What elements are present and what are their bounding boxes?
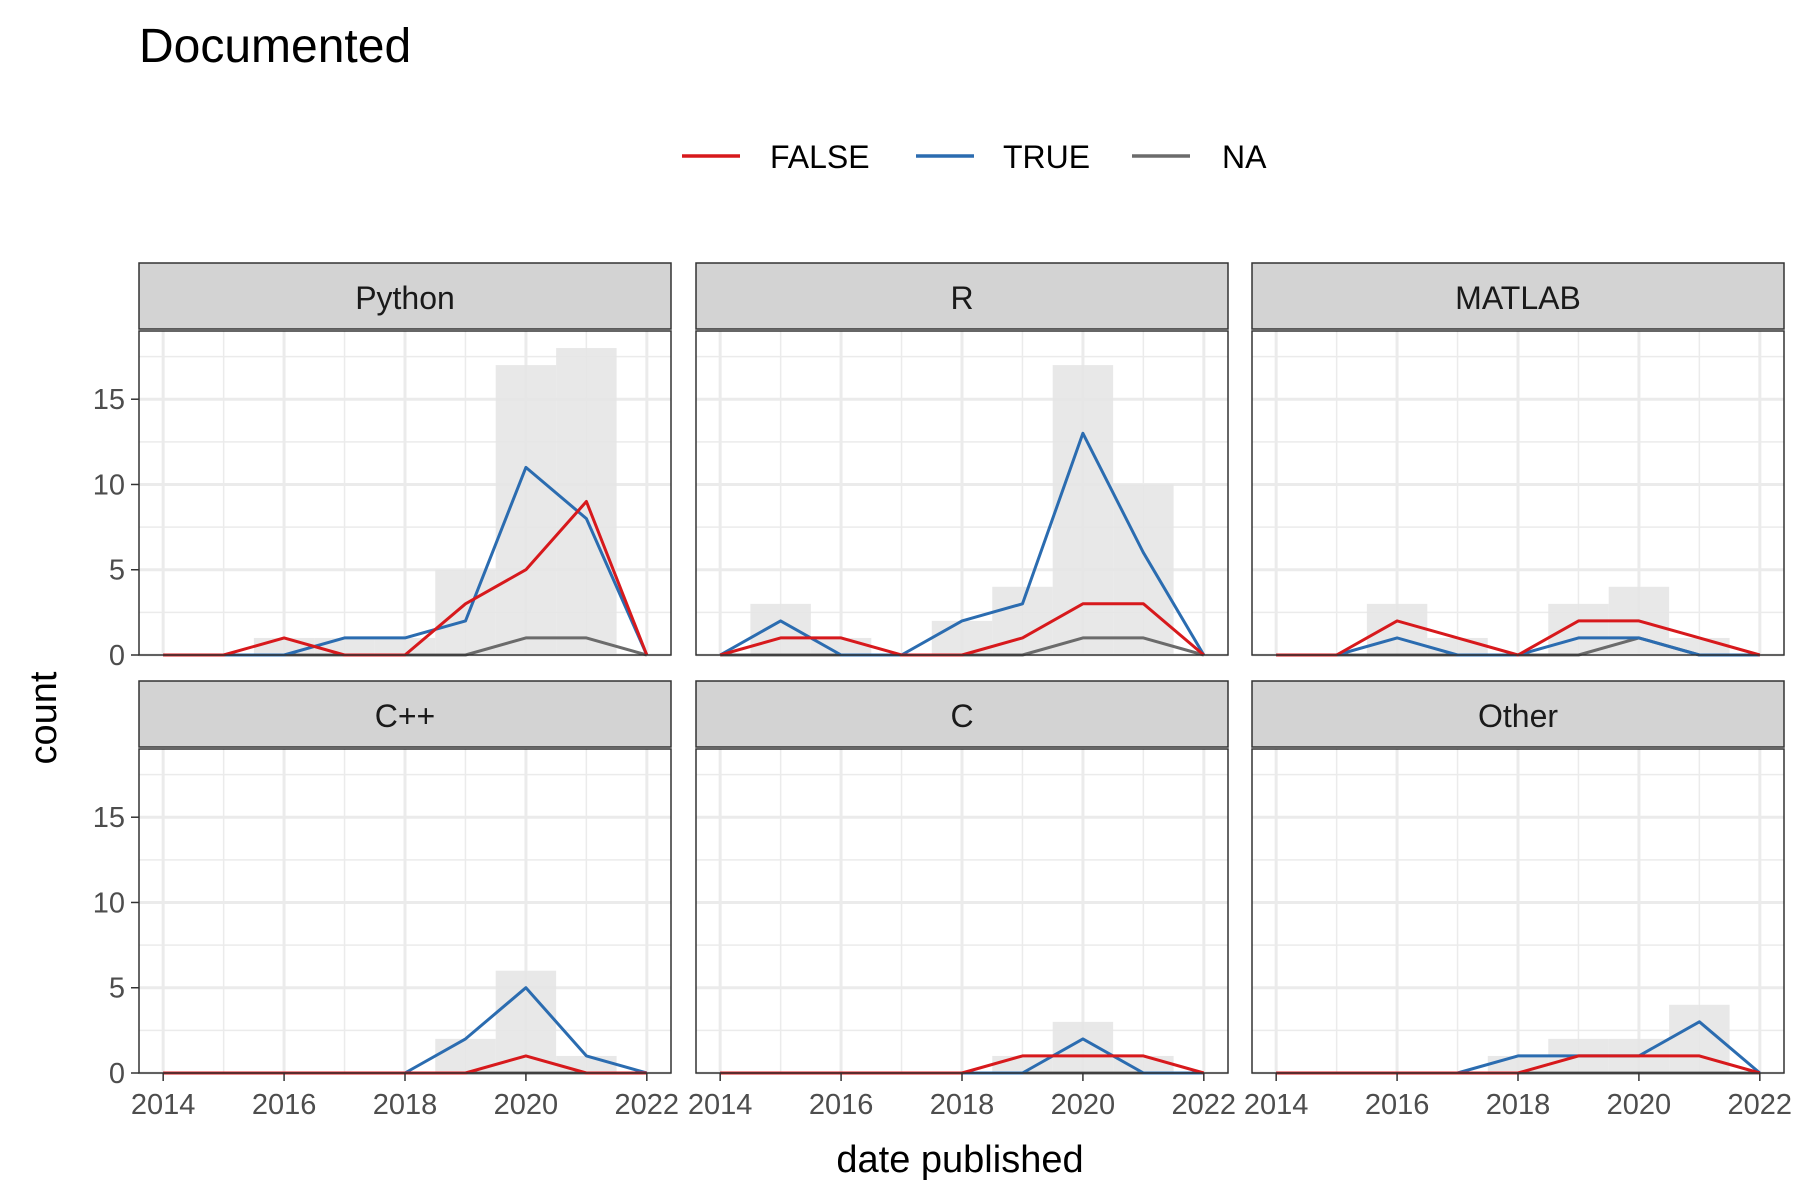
panel-strip-label: MATLAB	[1455, 280, 1581, 316]
gridlines	[139, 749, 671, 1075]
legend-item-na: NA	[1132, 139, 1267, 175]
x-tick-label: 2016	[1365, 1089, 1430, 1121]
y-tick-label: 5	[109, 555, 125, 587]
y-tick-label: 0	[109, 1058, 125, 1090]
y-axis: 0 5 10 15	[93, 384, 139, 672]
background-bar-2016	[1366, 603, 1428, 655]
y-tick-label: 5	[109, 973, 125, 1005]
background-bar-2018	[374, 637, 436, 655]
panel-strip	[138, 262, 672, 330]
x-tick-label: 2018	[373, 1089, 438, 1121]
panel-strip	[695, 680, 1229, 748]
x-tick-label: 2022	[1172, 1089, 1237, 1121]
background-bar-2018	[1487, 1055, 1549, 1073]
panel-strip-label: C++	[375, 698, 435, 734]
y-tick-label: 10	[93, 469, 125, 501]
x-tick-label: 2020	[494, 1089, 559, 1121]
panels: Python 0 5 10 15 R MATLAB C++ 0 5 10 15 2014 2016 2018…	[93, 262, 1792, 1121]
x-axis-title: date published	[836, 1139, 1083, 1181]
x-axis: 2014 2016 2018 2020 2022	[1244, 1073, 1792, 1121]
y-tick-label: 0	[109, 640, 125, 672]
panel-cpp: C++ 0 5 10 15 2014 2016 2018 2020 2022	[93, 680, 679, 1121]
x-tick-label: 2014	[688, 1089, 753, 1121]
y-tick-label: 10	[93, 887, 125, 919]
panel-strip	[1251, 680, 1785, 748]
panel-border	[695, 330, 1229, 656]
panel-r: R	[695, 262, 1229, 657]
background-bar-2021	[1669, 637, 1730, 655]
background-bar-2019	[992, 1055, 1053, 1073]
background-bar-2019	[435, 569, 496, 655]
legend-item-false: FALSE	[682, 139, 870, 175]
background-bar-2017	[314, 637, 375, 655]
x-tick-label: 2022	[1728, 1089, 1793, 1121]
x-tick-label: 2016	[809, 1089, 874, 1121]
panel-strip	[138, 680, 672, 748]
x-tick-label: 2018	[1486, 1089, 1551, 1121]
background-bar-2017	[1427, 637, 1488, 655]
panel-other: Other 2014 2016 2018 2020 2022	[1244, 680, 1792, 1121]
legend-item-true: TRUE	[916, 139, 1090, 175]
panel-python: Python 0 5 10 15	[93, 262, 672, 672]
legend-label-false: FALSE	[770, 139, 870, 175]
x-tick-label: 2020	[1607, 1089, 1672, 1121]
x-axis: 2014 2016 2018 2020 2022	[688, 1073, 1236, 1121]
y-axis: 0 5 10 15	[93, 802, 139, 1090]
background-bar-2021	[1113, 1055, 1174, 1073]
x-tick-label: 2016	[252, 1089, 317, 1121]
background-bar-2016	[253, 637, 315, 655]
panel-strip-label: Python	[355, 280, 455, 316]
panel-border	[138, 330, 672, 656]
background-bar-2020	[495, 365, 557, 655]
panel-strip	[695, 262, 1229, 330]
x-tick-label: 2022	[615, 1089, 680, 1121]
x-tick-label: 2020	[1051, 1089, 1116, 1121]
legend-label-true: TRUE	[1003, 139, 1090, 175]
x-tick-label: 2014	[1244, 1089, 1309, 1121]
series-line-true	[719, 431, 1206, 657]
panel-border	[1251, 330, 1785, 656]
y-tick-label: 15	[93, 384, 125, 416]
background-bar-2020	[1052, 365, 1114, 655]
x-tick-label: 2014	[131, 1089, 196, 1121]
chart-title: Documented	[139, 20, 411, 73]
panel-matlab: MATLAB	[1251, 262, 1785, 657]
y-axis-title: count	[23, 671, 65, 764]
legend-label-na: NA	[1222, 139, 1267, 175]
x-axis: 2014 2016 2018 2020 2022	[131, 1073, 679, 1121]
background-bar-2021	[556, 1055, 617, 1073]
panel-strip	[1251, 262, 1785, 330]
y-tick-label: 15	[93, 802, 125, 834]
background-bar-2020	[495, 970, 557, 1073]
legend: FALSE TRUE NA	[682, 139, 1267, 175]
panel-strip-label: C	[950, 698, 973, 734]
panel-strip-label: R	[950, 280, 973, 316]
background-bar-2016	[810, 637, 872, 655]
panel-c: C 2014 2016 2018 2020 2022	[688, 680, 1236, 1121]
background-bar-2015	[750, 603, 811, 655]
background-bar-2019	[1548, 603, 1609, 655]
background-bar-2020	[1052, 1021, 1114, 1073]
panel-strip-label: Other	[1478, 698, 1558, 734]
x-tick-label: 2018	[930, 1089, 995, 1121]
